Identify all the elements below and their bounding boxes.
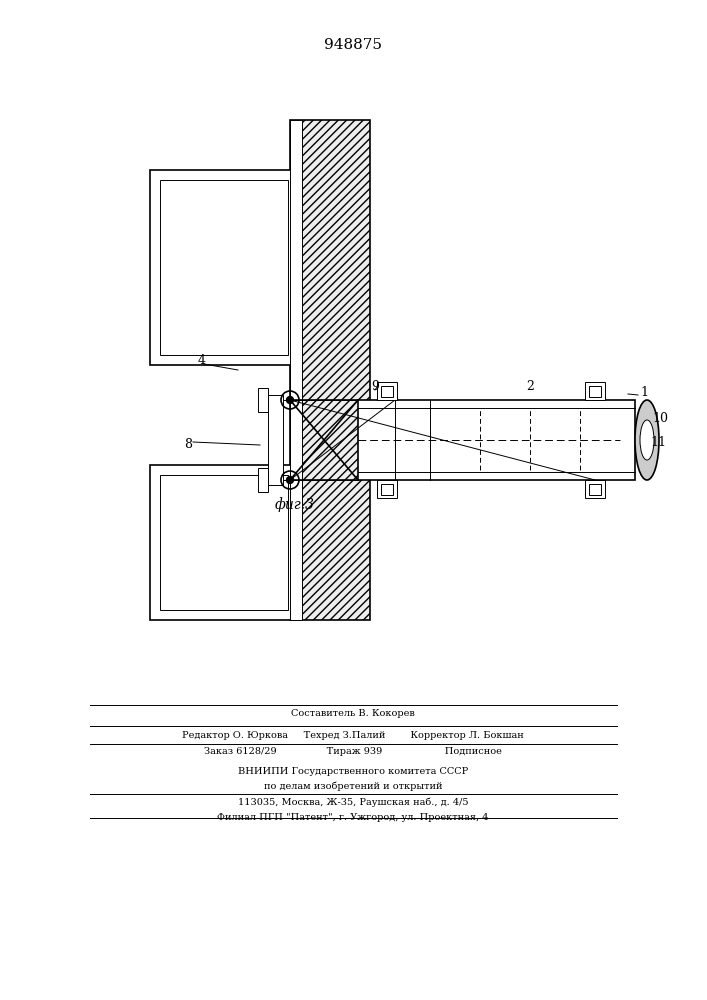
Circle shape [286,396,293,403]
Bar [150,465,298,620]
Bar [268,395,283,485]
Text: 4: 4 [198,354,206,366]
Text: по делам изобретений и открытий: по делам изобретений и открытий [264,781,443,791]
Text: 11: 11 [650,436,666,448]
Bar [589,484,601,495]
Ellipse shape [635,400,659,480]
Bar [377,382,397,400]
Bar [160,180,288,355]
Text: 113035, Москва, Ж-35, Раушская наб., д. 4/5: 113035, Москва, Ж-35, Раушская наб., д. … [238,797,468,807]
Bar [585,382,605,400]
Bar [381,484,393,495]
Text: 9: 9 [371,380,379,393]
Bar [290,120,302,620]
Bar [358,400,635,480]
Bar [258,468,268,492]
Bar [160,475,288,610]
Text: ВНИИПИ Государственного комитета СССР: ВНИИПИ Государственного комитета СССР [238,768,468,776]
Text: 1: 1 [640,385,648,398]
Circle shape [286,477,293,484]
Bar [290,120,370,620]
Bar [589,386,601,397]
Text: 2: 2 [526,380,534,393]
Ellipse shape [640,420,654,460]
Bar [377,480,397,498]
Bar [585,480,605,498]
Text: 8: 8 [184,438,192,450]
Text: 948875: 948875 [324,38,382,52]
Bar [150,170,298,365]
Bar [381,386,393,397]
Text: Редактор О. Юркова     Техред З.Палий        Корректор Л. Бокшан: Редактор О. Юркова Техред З.Палий Коррек… [182,730,524,740]
Text: Заказ 6128/29                Тираж 939                    Подписное: Заказ 6128/29 Тираж 939 Подписное [204,748,502,756]
Text: 10: 10 [652,412,668,424]
Text: Составитель В. Кокорев: Составитель В. Кокорев [291,708,415,718]
Text: фиг.3: фиг.3 [275,498,315,512]
Bar [258,388,268,412]
Text: Филиал ПГП "Патент", г. Ужгород, ул. Проектная, 4: Филиал ПГП "Патент", г. Ужгород, ул. Про… [217,814,489,822]
